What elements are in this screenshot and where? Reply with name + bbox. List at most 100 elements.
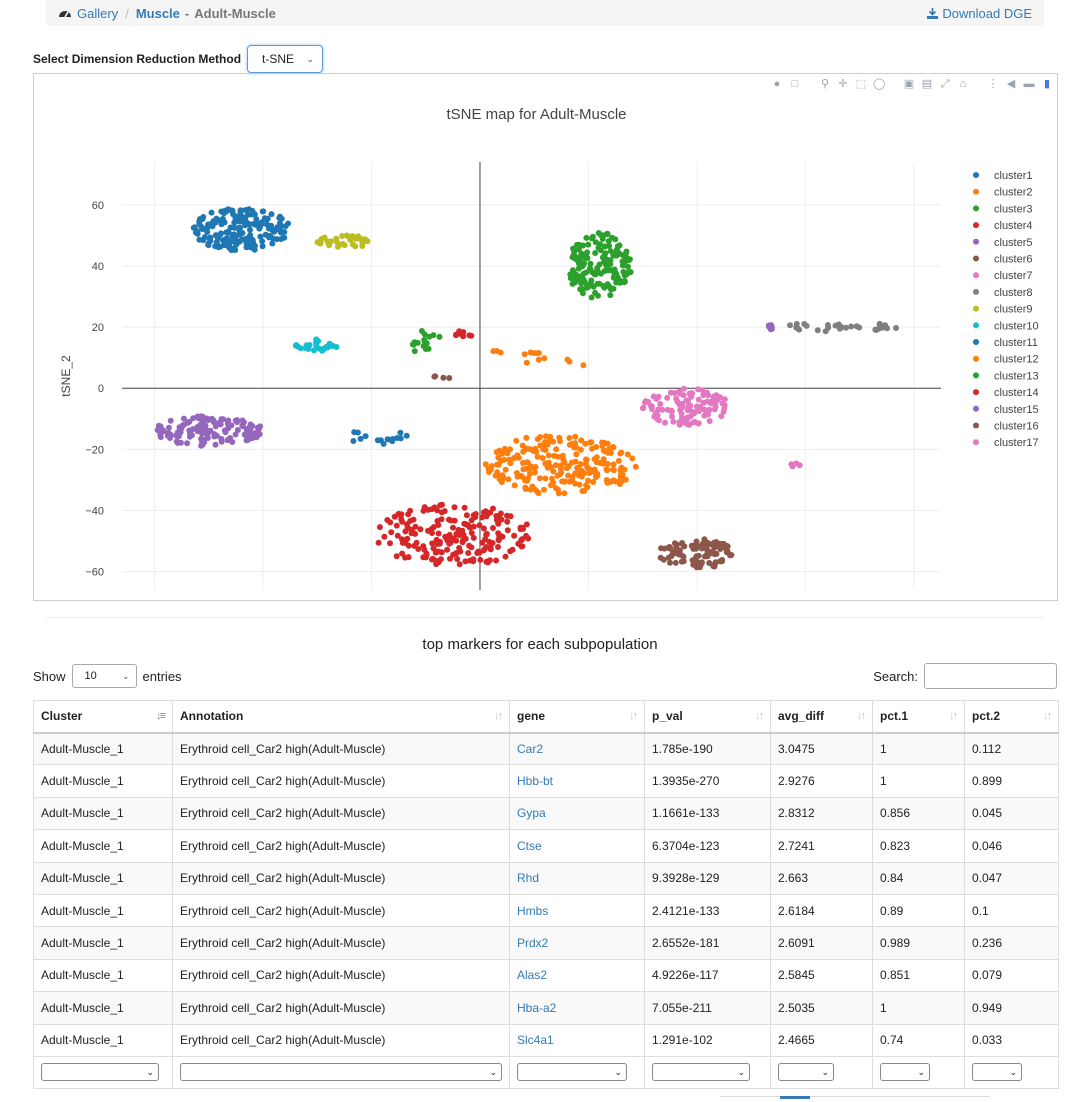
scatter-point-cluster6: [703, 551, 710, 558]
column-header-annotation[interactable]: Annotation ↓↑: [172, 700, 510, 734]
scatter-point-cluster6: [723, 542, 730, 549]
table-body: Adult-Muscle_1 Erythroid cell_Car2 high(A…: [33, 731, 1059, 1057]
scatter-point-cluster2: [529, 483, 536, 490]
search-label: Search:: [873, 668, 918, 684]
table-cell: 7.055e-211: [644, 991, 771, 1025]
table-row: Adult-Muscle_1 Erythroid cell_Car2 high(A…: [33, 893, 1059, 928]
entries-select[interactable]: 10 ⌄: [71, 664, 137, 688]
lasso-icon[interactable]: ◯: [873, 78, 886, 90]
scatter-point-cluster4: [468, 517, 475, 524]
scatter-point-cluster2: [572, 440, 579, 447]
table-cell: 2.4665: [770, 1023, 873, 1057]
scatter-point-cluster1: [192, 229, 199, 236]
scatter-point-cluster1: [277, 220, 283, 227]
gene-link[interactable]: Hmbs: [517, 903, 549, 918]
hover-closest-icon[interactable]: ◀: [1006, 78, 1016, 90]
pan-icon[interactable]: ✛: [838, 78, 848, 90]
scatter-point-cluster10: [311, 347, 317, 354]
scatter-point-cluster2: [550, 468, 557, 475]
pagination-page[interactable]: [900, 1096, 930, 1102]
scatter-point-cluster4: [453, 550, 460, 557]
scatter-point-cluster3: [423, 340, 430, 347]
column-header-avg-diff[interactable]: avg_diff ↓↑: [770, 700, 873, 734]
zoom-in-icon[interactable]: ▣: [903, 78, 915, 90]
gene-link[interactable]: Hbb-bt: [517, 774, 554, 789]
zoom-icon[interactable]: ⚲: [820, 78, 830, 90]
column-header-p-val[interactable]: p_val ↓↑: [644, 700, 771, 734]
pagination-page[interactable]: [930, 1096, 960, 1102]
scatter-point-cluster4: [444, 537, 451, 544]
gene-link[interactable]: Rhd: [517, 871, 540, 886]
scatter-point-cluster2: [520, 466, 527, 473]
legend-label-cluster1: cluster1: [994, 170, 1033, 182]
box-select-icon[interactable]: ⬚: [855, 78, 867, 90]
column-header-cluster[interactable]: Cluster ↓≡: [33, 700, 173, 734]
spike-lines-icon[interactable]: ⋮: [987, 78, 999, 90]
zoom-out-icon[interactable]: ▤: [921, 78, 933, 90]
legend-label-cluster16: cluster16: [994, 421, 1039, 433]
breadcrumb-tissue-link[interactable]: Muscle: [135, 5, 180, 21]
gene-link[interactable]: Ctse: [517, 838, 542, 853]
column-filter-select[interactable]: ⌄: [180, 1063, 502, 1082]
scatter-point-cluster3: [411, 348, 418, 355]
download-dge-link[interactable]: Download DGE: [927, 6, 1032, 21]
autoscale-icon[interactable]: ⤢: [940, 78, 950, 90]
legend-marker-cluster17: [973, 439, 979, 446]
chevron-down-icon: ⌄: [146, 1066, 154, 1077]
scatter-point-cluster2: [589, 445, 595, 452]
plotly-logo-icon[interactable]: ▮: [1043, 78, 1051, 90]
scatter-point-cluster3: [409, 341, 416, 348]
scatter-point-cluster2: [527, 465, 534, 472]
table-cell: 0.823: [872, 829, 965, 863]
gene-link[interactable]: Gypa: [517, 806, 546, 821]
column-filter-select[interactable]: ⌄: [972, 1063, 1022, 1082]
column-header-pct-1[interactable]: pct.1 ↓↑: [872, 700, 965, 734]
column-header-gene[interactable]: gene ↓↑: [509, 700, 645, 734]
column-filter-select[interactable]: ⌄: [652, 1063, 750, 1082]
pagination-page[interactable]: [810, 1096, 840, 1102]
scatter-point-cluster7: [664, 394, 671, 401]
scatter-point-cluster11: [351, 429, 358, 436]
pagination-page[interactable]: [840, 1096, 870, 1102]
pagination-prev[interactable]: [720, 1096, 750, 1102]
scatter-point-cluster3: [614, 243, 621, 250]
pagination-placeholder[interactable]: [750, 1096, 780, 1102]
camera-icon[interactable]: ●: [773, 78, 781, 90]
search-input[interactable]: [924, 663, 1057, 689]
scatter-point-cluster4: [484, 559, 491, 566]
home-icon[interactable]: ⌂: [959, 78, 967, 90]
scatter-point-cluster2: [494, 469, 501, 476]
column-filter-select[interactable]: ⌄: [41, 1063, 159, 1082]
gene-link[interactable]: Car2: [517, 741, 544, 756]
column-header-pct-2[interactable]: pct.2 ↓↑: [964, 700, 1059, 734]
pagination-current[interactable]: [780, 1096, 810, 1102]
scatter-point-cluster5: [217, 421, 224, 428]
pagination-page[interactable]: [870, 1096, 900, 1102]
breadcrumb-gallery-link[interactable]: Gallery: [77, 5, 119, 21]
column-filter-select[interactable]: ⌄: [880, 1063, 930, 1082]
scatter-point-cluster8: [787, 322, 793, 329]
gene-link[interactable]: Alas2: [517, 968, 548, 983]
scatter-point-cluster2: [532, 469, 538, 476]
gene-link[interactable]: Prdx2: [517, 936, 549, 951]
scatter-point-cluster3: [606, 257, 613, 264]
scatter-point-cluster2: [617, 450, 624, 457]
sort-icon: ↓≡: [156, 710, 166, 722]
scatter-point-cluster7: [640, 404, 647, 411]
download-dge-label: Download DGE: [942, 5, 1032, 21]
scatter-point-cluster5: [244, 437, 251, 443]
gene-link[interactable]: Hba-a2: [517, 1000, 557, 1015]
column-filter-select[interactable]: ⌄: [778, 1063, 834, 1082]
scatter-point-cluster5: [225, 421, 232, 428]
column-filter-select[interactable]: ⌄: [517, 1063, 627, 1082]
save-icon[interactable]: □: [791, 78, 799, 90]
hover-compare-icon[interactable]: ▬: [1023, 78, 1035, 90]
scatter-point-cluster5: [221, 427, 228, 434]
scatter-point-cluster11: [403, 432, 410, 439]
scatter-point-cluster4: [468, 530, 475, 536]
pagination-next[interactable]: [960, 1096, 990, 1102]
method-select[interactable]: t-SNE ⌄: [247, 45, 324, 73]
gene-link[interactable]: Slc4a1: [517, 1033, 554, 1048]
